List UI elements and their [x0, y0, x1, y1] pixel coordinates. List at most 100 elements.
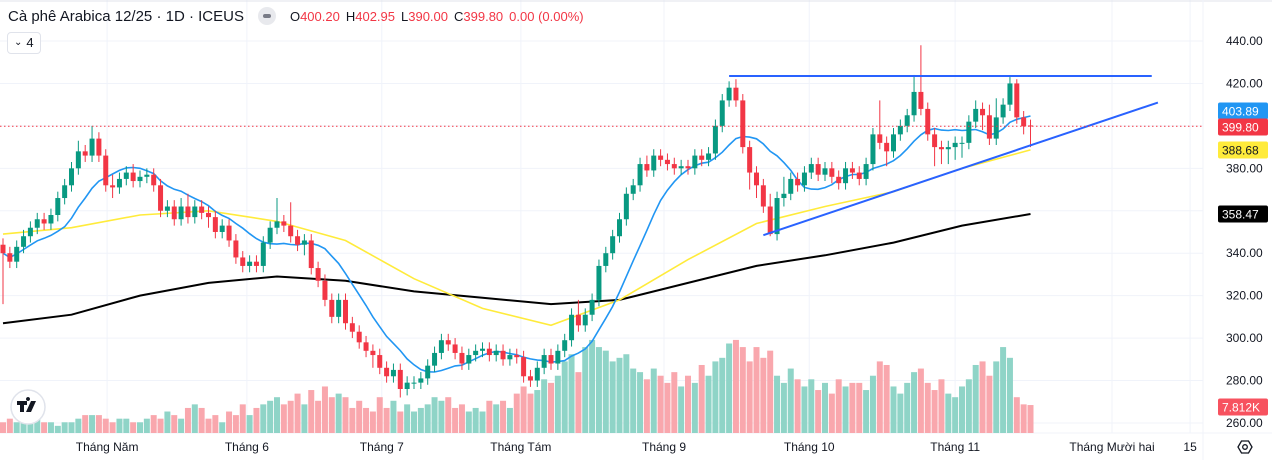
candle-body — [644, 164, 650, 171]
volume-bar — [1006, 357, 1013, 433]
candle — [788, 172, 794, 201]
candle — [370, 344, 376, 368]
candle-body — [973, 108, 979, 122]
candle — [534, 361, 540, 387]
candle-body — [1000, 104, 1006, 118]
candle-body — [89, 138, 95, 156]
candle-body — [493, 350, 499, 356]
volume-bar — [479, 411, 486, 433]
volume-bar — [465, 411, 472, 433]
candle — [822, 161, 828, 182]
candle — [356, 325, 362, 349]
candle-body — [466, 355, 472, 364]
volume-bar — [150, 415, 157, 433]
candle-body — [14, 246, 20, 262]
volume-bar — [506, 407, 513, 433]
price-badges: 403.89 399.80 388.68 358.47 7.812K — [1218, 102, 1268, 416]
symbol-title[interactable]: Cà phê Arabica 12/25 · 1D · ICEUS — [8, 7, 244, 25]
volume-bar — [102, 418, 109, 433]
candle-body — [897, 125, 903, 135]
candle — [836, 170, 842, 190]
candle — [562, 333, 568, 358]
volume-bar — [95, 415, 102, 433]
candle — [589, 293, 595, 322]
volume-bar — [274, 397, 280, 433]
market-status-pill-icon[interactable] — [257, 7, 276, 25]
support-trendline — [763, 101, 1159, 237]
time-axis[interactable]: Tháng Năm Tháng 6 Tháng 7 Tháng Tám Tháng 9 T… — [76, 440, 1197, 454]
volume-bar — [431, 397, 438, 433]
candle — [123, 166, 129, 186]
candle-body — [41, 219, 47, 224]
volume-bar — [232, 415, 239, 433]
candle-body — [829, 168, 835, 177]
candle — [493, 344, 499, 362]
candle-body — [541, 355, 547, 368]
candle-body — [685, 166, 691, 169]
candle — [116, 172, 122, 194]
candle-body — [712, 125, 718, 154]
candle-body — [336, 299, 342, 317]
candle-body — [596, 265, 602, 300]
volume-bar — [767, 350, 774, 433]
candle-body — [699, 155, 705, 160]
candle-body — [343, 299, 348, 324]
candle-body — [945, 147, 951, 150]
candle — [253, 255, 259, 273]
candle — [240, 251, 246, 273]
volume-bar — [445, 397, 452, 433]
candle — [733, 79, 739, 107]
candle-body — [260, 242, 266, 266]
time-tick-label: Tháng 6 — [225, 440, 269, 454]
candle-body — [199, 206, 205, 213]
candle-body — [534, 367, 540, 381]
candle — [891, 128, 896, 158]
volume-bar — [897, 393, 904, 433]
settings-icon[interactable] — [1237, 440, 1253, 454]
candle — [671, 157, 677, 175]
indicators-toggle-button[interactable]: ⌄ 4 — [7, 32, 41, 54]
candle — [295, 229, 301, 252]
volume-bar — [774, 375, 781, 433]
candle-body — [171, 206, 177, 220]
candle-body — [795, 178, 801, 186]
candle-body — [1021, 117, 1027, 127]
volume-bar — [89, 415, 96, 433]
volume-bar — [739, 347, 746, 433]
candle-body — [870, 134, 876, 165]
candle — [774, 191, 780, 241]
volume-bar — [27, 418, 34, 433]
candle-body — [925, 108, 931, 135]
volume-bar — [753, 347, 760, 433]
volume-bar — [205, 418, 212, 433]
candle-body — [843, 168, 849, 184]
candle — [418, 372, 424, 390]
volume-bar — [383, 407, 390, 433]
price-axis[interactable]: 440.00 420.00 380.00 340.00 320.00 300.00 280.… — [1226, 34, 1263, 430]
price-badge-ma-mid: 388.68 — [1222, 144, 1259, 158]
volume-bar — [904, 382, 911, 433]
candle — [1028, 119, 1033, 148]
price-badge-bg — [1218, 205, 1268, 223]
candle-body — [678, 166, 684, 169]
candle — [678, 159, 684, 175]
volume-bar — [869, 375, 876, 433]
volume-bar — [842, 386, 849, 433]
candle — [206, 206, 211, 228]
candle-body — [144, 174, 150, 177]
candle — [986, 104, 992, 145]
trendlines[interactable] — [729, 75, 1159, 237]
tradingview-logo[interactable] — [10, 389, 46, 425]
candle — [603, 246, 609, 273]
candle-body — [849, 168, 855, 173]
indicators-count: 4 — [26, 35, 34, 50]
candle-body — [274, 221, 280, 228]
volume-bar — [911, 372, 918, 433]
candle — [432, 346, 438, 373]
candle — [781, 176, 787, 207]
volume-bar — [712, 361, 719, 433]
candle-body — [801, 172, 807, 186]
volume-bar — [486, 400, 493, 433]
